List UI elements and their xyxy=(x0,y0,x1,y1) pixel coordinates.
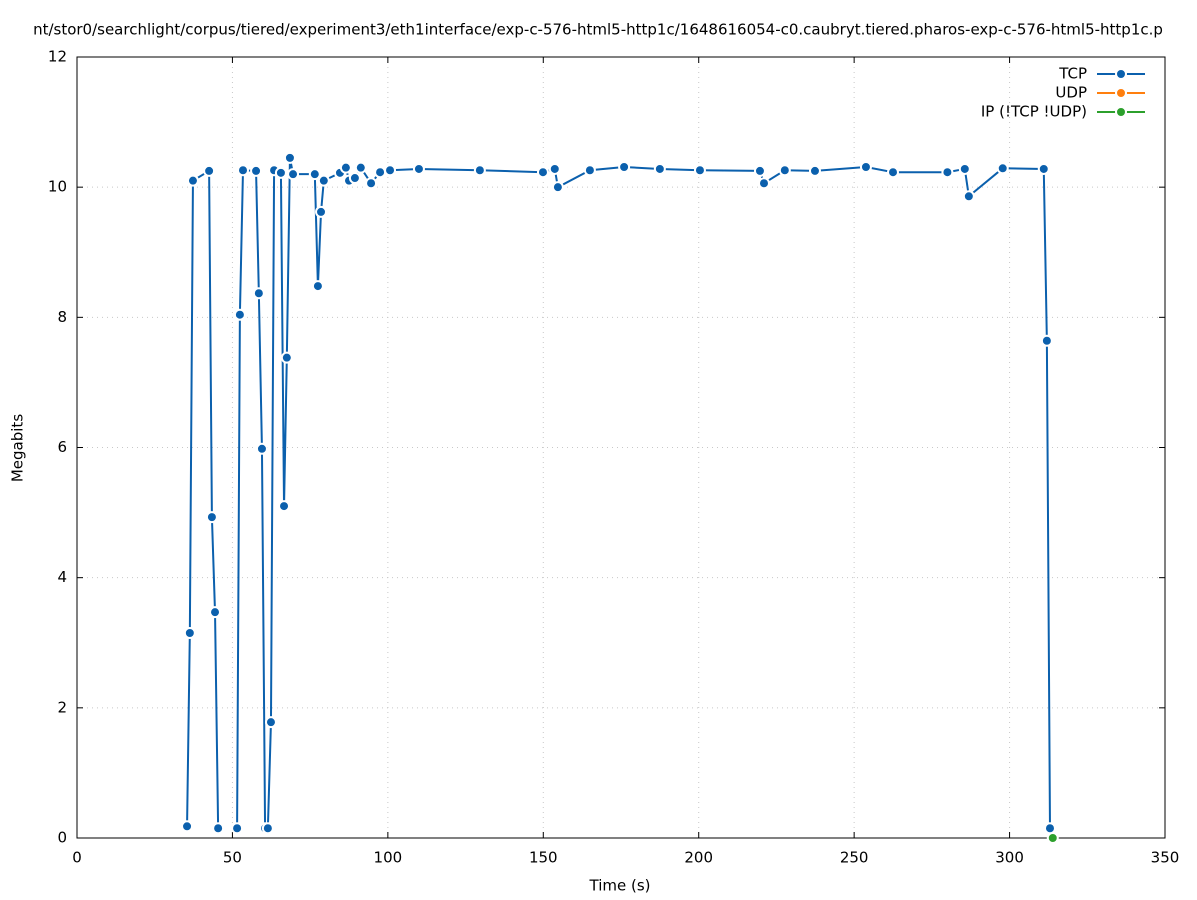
data-point xyxy=(236,164,249,177)
data-point xyxy=(473,164,486,177)
data-point xyxy=(233,308,246,321)
data-point xyxy=(311,280,324,293)
x-tick-label: 200 xyxy=(684,849,713,867)
data-point xyxy=(365,177,378,190)
x-tick-label: 100 xyxy=(374,849,403,867)
data-point xyxy=(536,166,549,179)
x-tick-label: 300 xyxy=(995,849,1024,867)
data-point xyxy=(551,181,564,194)
legend-marker xyxy=(1115,106,1127,118)
y-axis-label: Megabits xyxy=(9,414,27,482)
legend-label: TCP xyxy=(1058,65,1087,83)
data-point xyxy=(283,151,296,164)
data-point xyxy=(859,160,872,173)
data-point xyxy=(1040,334,1053,347)
data-point xyxy=(583,164,596,177)
legend-marker xyxy=(1115,87,1127,99)
data-point xyxy=(280,351,293,364)
data-point xyxy=(653,162,666,175)
data-point xyxy=(287,168,300,181)
data-point xyxy=(231,822,244,835)
data-point xyxy=(308,168,321,181)
data-point xyxy=(958,162,971,175)
data-point xyxy=(548,162,561,175)
x-tick-label: 50 xyxy=(223,849,242,867)
series-line xyxy=(186,157,1051,829)
data-point xyxy=(181,820,194,833)
data-point xyxy=(255,442,268,455)
data-point xyxy=(384,164,397,177)
legend-marker xyxy=(1115,68,1127,80)
data-point xyxy=(996,162,1009,175)
data-point xyxy=(348,172,361,185)
data-point xyxy=(205,511,218,524)
data-point xyxy=(317,174,330,187)
data-point xyxy=(693,164,706,177)
x-axis-label: Time (s) xyxy=(589,877,651,895)
data-point xyxy=(212,822,225,835)
data-point xyxy=(1043,822,1056,835)
data-point xyxy=(186,174,199,187)
data-point xyxy=(354,161,367,174)
y-tick-label: 8 xyxy=(57,308,67,326)
legend-label: UDP xyxy=(1055,84,1087,102)
data-point xyxy=(808,164,821,177)
data-point xyxy=(209,606,222,619)
x-tick-label: 0 xyxy=(72,849,82,867)
x-tick-label: 250 xyxy=(840,849,869,867)
data-point xyxy=(183,626,196,639)
y-tick-label: 4 xyxy=(57,568,67,586)
x-tick-label: 350 xyxy=(1151,849,1180,867)
data-point xyxy=(264,716,277,729)
data-point xyxy=(887,166,899,179)
data-point xyxy=(941,166,954,179)
y-tick-label: 2 xyxy=(57,698,67,716)
y-tick-label: 6 xyxy=(57,438,67,456)
legend-label: IP (!TCP !UDP) xyxy=(981,103,1087,121)
data-point xyxy=(274,166,287,179)
y-tick-label: 0 xyxy=(57,829,67,847)
data-point xyxy=(278,500,291,513)
data-point xyxy=(203,164,216,177)
data-point xyxy=(778,164,791,177)
data-point xyxy=(962,190,975,203)
data-point xyxy=(261,822,274,835)
data-point xyxy=(1046,832,1059,844)
y-tick-label: 12 xyxy=(48,48,67,66)
data-point xyxy=(315,205,328,218)
data-point xyxy=(374,166,387,179)
y-tick-label: 10 xyxy=(48,178,67,196)
data-point xyxy=(339,161,352,174)
data-point xyxy=(412,162,425,175)
chart-title: nt/stor0/searchlight/corpus/tiered/exper… xyxy=(33,21,1163,39)
data-point xyxy=(252,287,265,300)
data-point xyxy=(1037,162,1050,175)
plot-border xyxy=(76,56,1166,839)
data-point xyxy=(753,164,766,177)
data-point xyxy=(250,164,263,177)
data-point xyxy=(618,160,631,173)
data-point xyxy=(757,177,770,190)
x-tick-label: 150 xyxy=(529,849,558,867)
